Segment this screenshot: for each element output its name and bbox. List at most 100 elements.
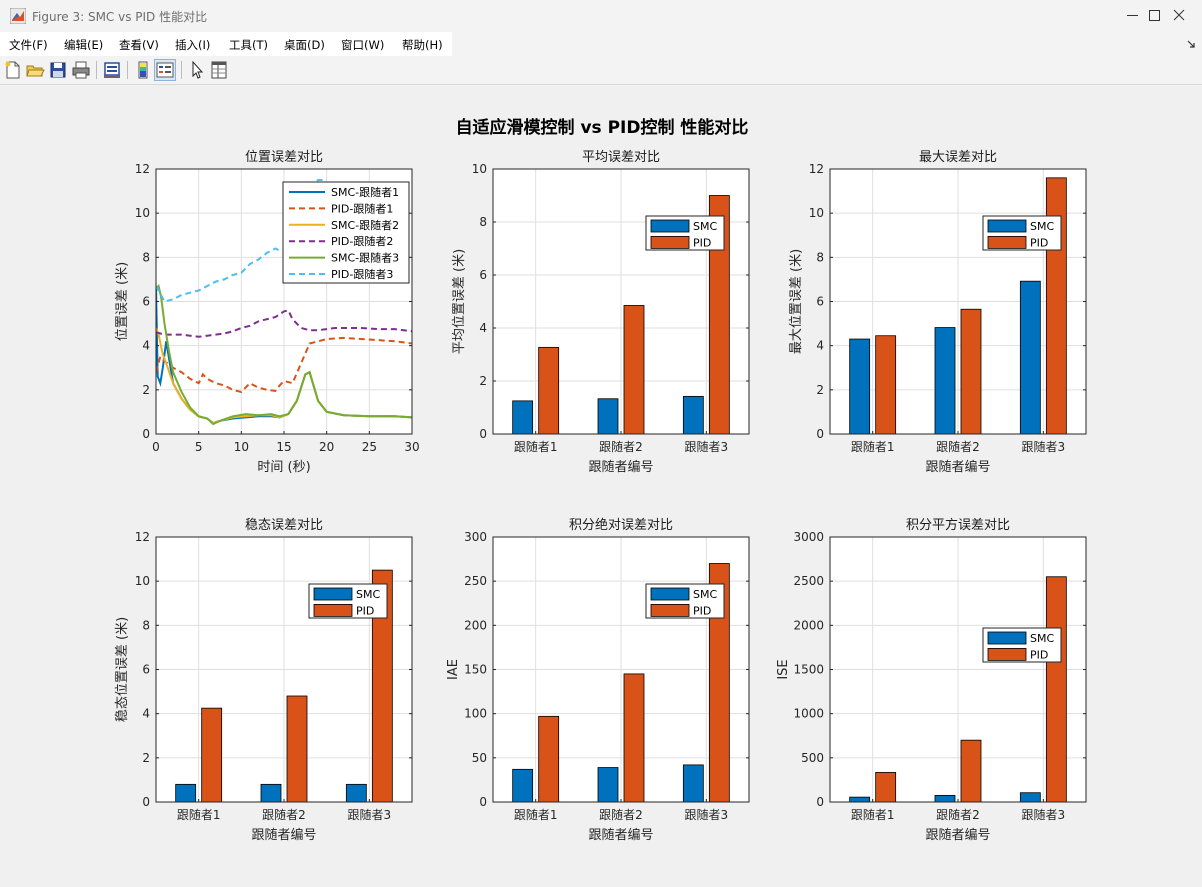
y-tick-label: 8 (142, 250, 150, 264)
window-title: Figure 3: SMC vs PID 性能对比 (32, 10, 208, 24)
legend-label: PID (356, 604, 374, 617)
x-axis-label: 跟随者编号 (251, 828, 316, 843)
y-tick-label: 4 (142, 707, 150, 721)
bar-smc-1 (512, 400, 534, 435)
y-tick-label: 50 (472, 751, 487, 765)
legend-label: SMC-跟随者1 (331, 185, 399, 199)
y-axis-label: 平均位置误差 (米) (452, 249, 467, 354)
subplot-title: 位置误差对比 (245, 150, 323, 165)
toolbar-separator (127, 61, 128, 79)
legend-swatch (313, 604, 353, 617)
x-tick-label: 跟随者1 (514, 439, 558, 454)
subplot-title: 最大误差对比 (919, 150, 997, 165)
y-axis-label: IAE (446, 659, 461, 680)
y-tick-label: 0 (816, 795, 824, 809)
bar-pid-2 (623, 305, 645, 435)
menu-window[interactable]: 窗口(W) (341, 38, 385, 52)
y-axis-label: ISE (776, 659, 791, 679)
y-tick-label: 250 (464, 574, 487, 588)
menu-view[interactable]: 查看(V) (119, 38, 159, 52)
y-tick-label: 2000 (793, 618, 824, 632)
x-tick-label: 跟随者2 (599, 439, 643, 454)
legend: SMC PID (308, 583, 388, 619)
x-tick-label: 5 (195, 440, 203, 454)
y-tick-label: 0 (142, 427, 150, 441)
legend: SMC-跟随者1 PID-跟随者1 SMC-跟随者2 PID-跟随者2 SMC-跟随者3… (282, 181, 410, 284)
y-tick-label: 6 (479, 268, 487, 282)
menu-edit[interactable]: 编辑(E) (64, 38, 104, 52)
y-tick-label: 2 (479, 374, 487, 388)
x-tick-label: 跟随者2 (936, 807, 980, 822)
y-tick-label: 100 (464, 707, 487, 721)
print-preview-icon[interactable] (102, 60, 122, 80)
close-button[interactable] (1156, 0, 1202, 32)
matlab-app-icon (10, 8, 26, 24)
menu-help[interactable]: 帮助(H) (402, 38, 443, 52)
legend-label: PID-跟随者1 (331, 201, 393, 215)
minimize-button[interactable] (1110, 0, 1156, 32)
legend-label: PID (1030, 236, 1048, 249)
menu-file[interactable]: 文件(F) (9, 38, 48, 52)
maximize-icon (1149, 10, 1160, 21)
y-tick-label: 0 (479, 427, 487, 441)
print-icon[interactable] (71, 60, 91, 80)
close-icon (1173, 9, 1185, 21)
x-tick-label: 25 (362, 440, 377, 454)
open-file-icon[interactable] (25, 60, 45, 80)
legend-label: SMC (1030, 220, 1054, 233)
subplot-title: 稳态误差对比 (245, 517, 323, 533)
bar-smc-3 (682, 395, 704, 435)
y-tick-label: 0 (142, 795, 150, 809)
bar-pid-1 (875, 772, 897, 803)
x-axis-label: 时间 (秒) (257, 460, 310, 475)
subplot-5: 0 50 100 150 200 250 300 跟随者1 跟随者2 跟随者3 积分绝对误差对比跟随… (446, 517, 750, 843)
minimize-icon (1127, 15, 1138, 16)
bar-pid-1 (538, 346, 560, 435)
bar-pid-1 (875, 335, 897, 435)
save-icon[interactable] (48, 60, 68, 80)
menu-items: 文件(F) 编辑(E) 查看(V) 插入(I) 工具(T) 桌面(D) 窗口(W… (0, 32, 452, 56)
y-tick-label: 10 (809, 206, 824, 220)
legend: SMC PID (645, 583, 725, 619)
y-tick-label: 300 (464, 530, 487, 544)
y-tick-label: 2 (142, 751, 150, 765)
y-axis-label: 位置误差 (米) (115, 262, 130, 341)
legend-swatch (313, 587, 353, 601)
y-tick-label: 500 (801, 751, 824, 765)
bar-pid-1 (201, 707, 223, 803)
y-tick-label: 200 (464, 618, 487, 632)
property-inspector-icon[interactable] (209, 60, 229, 80)
y-tick-label: 2 (816, 383, 824, 397)
menu-desktop[interactable]: 桌面(D) (284, 38, 325, 52)
window-titlebar: Figure 3: SMC vs PID 性能对比 (0, 0, 1202, 32)
y-tick-label: 6 (816, 295, 824, 309)
x-axis-label: 跟随者编号 (588, 828, 653, 843)
legend-label: SMC (693, 588, 717, 601)
legend-label: PID-跟随者2 (331, 234, 393, 248)
y-tick-label: 8 (479, 215, 487, 229)
legend-icon[interactable] (154, 59, 176, 81)
bar-smc-1 (849, 338, 871, 435)
maximize-button[interactable] (1132, 0, 1178, 32)
bar-pid-2 (960, 308, 982, 435)
y-tick-label: 3000 (793, 530, 824, 544)
menu-bar: 文件(F) 编辑(E) 查看(V) 插入(I) 工具(T) 桌面(D) 窗口(W… (0, 32, 1202, 56)
x-tick-label: 跟随者3 (348, 807, 392, 822)
y-tick-label: 4 (479, 321, 487, 335)
menu-insert[interactable]: 插入(I) (175, 38, 211, 52)
x-tick-label: 20 (319, 440, 334, 454)
x-tick-label: 跟随者3 (685, 807, 729, 822)
y-tick-label: 10 (472, 162, 487, 176)
legend: SMC PID (645, 215, 725, 251)
menu-tools[interactable]: 工具(T) (229, 38, 268, 52)
pointer-icon[interactable] (187, 60, 207, 80)
dock-arrow-icon[interactable] (1186, 39, 1196, 49)
new-figure-icon[interactable] (3, 60, 23, 80)
legend-label: PID (1030, 648, 1048, 661)
colorbar-icon[interactable] (133, 60, 153, 80)
x-tick-label: 10 (234, 440, 249, 454)
x-tick-label: 跟随者3 (1022, 439, 1066, 454)
